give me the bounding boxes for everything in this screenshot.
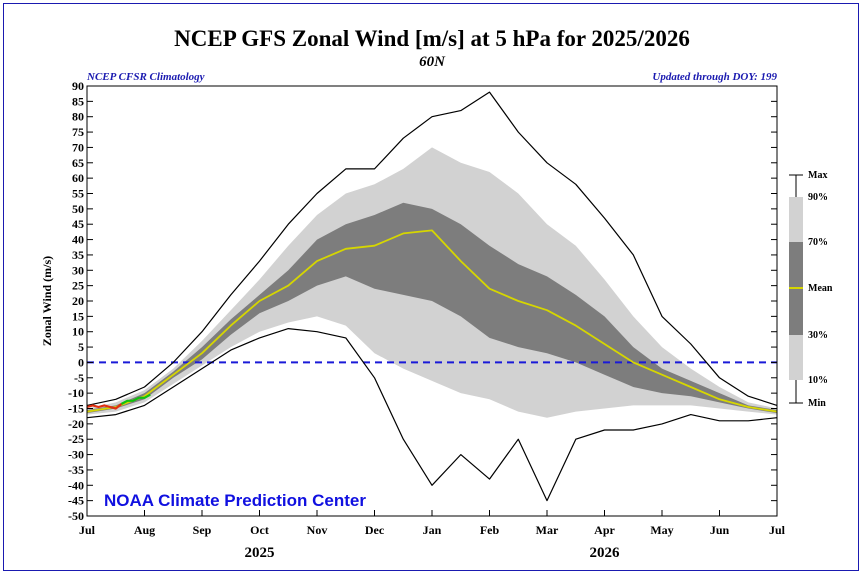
y-tick-label: -50	[68, 509, 84, 523]
y-tick-label: 10	[72, 325, 84, 339]
x-axis: Jul Aug Sep Oct Nov Dec Jan Feb Mar Apr May Jun Jul 2…	[79, 510, 786, 561]
y-axis-label: Zonal Wind (m/s)	[40, 256, 54, 346]
y-tick-label: 0	[78, 355, 84, 369]
forecast-line	[120, 393, 151, 405]
y-tick-label: 90	[72, 79, 84, 93]
x-tick-label: Feb	[480, 523, 500, 537]
x-tick-label: Nov	[307, 523, 328, 537]
y-tick-label: -10	[68, 386, 84, 400]
y-tick-label: 15	[72, 309, 84, 323]
max-line	[86, 91, 778, 406]
x-tick-label: Jan	[423, 523, 442, 537]
credit-label: NOAA Climate Prediction Center	[104, 491, 366, 510]
chart-subtitle: 60N	[419, 54, 446, 70]
series-lines	[86, 91, 778, 502]
x-tick-label: Jun	[710, 523, 730, 537]
legend-label: 10%	[808, 375, 828, 386]
x-tick-label: Aug	[134, 523, 155, 537]
x-tick-label: Jul	[769, 523, 786, 537]
x-tick-label: Oct	[250, 523, 269, 537]
y-tick-label: 80	[72, 110, 84, 124]
y-tick-label: -5	[74, 371, 84, 385]
y-tick-label: 35	[72, 248, 84, 262]
y-tick-label: 60	[72, 171, 84, 185]
legend-label: Max	[808, 170, 827, 181]
y-tick-label: 50	[72, 202, 84, 216]
percentile-bands	[87, 147, 777, 418]
update-note: Updated through DOY: 199	[652, 71, 777, 83]
current-year-line	[86, 403, 123, 410]
y-tick-label: 30	[72, 263, 84, 277]
y-tick-label: 40	[72, 233, 84, 247]
x-tick-label: Mar	[536, 523, 559, 537]
legend-label: Min	[808, 398, 826, 409]
legend-label: Mean	[808, 283, 833, 294]
y-tick-label: -40	[68, 478, 84, 492]
x-tick-label: Apr	[594, 523, 615, 537]
x-tick-label: Jul	[79, 523, 96, 537]
y-tick-label: -15	[68, 402, 84, 416]
x-tick-label: May	[650, 523, 673, 537]
y-axis: 908580757065605550454035302520151050-5-1…	[68, 79, 777, 523]
year-label: 2025	[245, 545, 275, 561]
legend-label: 70%	[808, 237, 828, 248]
x-tick-label: Sep	[193, 523, 212, 537]
y-tick-label: -20	[68, 417, 84, 431]
y-tick-label: -45	[68, 494, 84, 508]
chart-title: NCEP GFS Zonal Wind [m/s] at 5 hPa for 2…	[174, 26, 690, 51]
y-tick-label: -35	[68, 463, 84, 477]
legend-label: 30%	[808, 330, 828, 341]
y-tick-label: 65	[72, 156, 84, 170]
min-line	[86, 328, 778, 502]
y-tick-label: -30	[68, 448, 84, 462]
y-tick-label: 20	[72, 294, 84, 308]
y-tick-label: 25	[72, 279, 84, 293]
x-tick-label: Dec	[365, 523, 385, 537]
legend-label: 90%	[808, 192, 828, 203]
y-tick-label: 70	[72, 140, 84, 154]
mean-line	[86, 229, 778, 413]
y-tick-label: 55	[72, 187, 84, 201]
y-tick-label: 85	[72, 94, 84, 108]
year-label: 2026	[590, 545, 621, 561]
y-tick-label: -25	[68, 432, 84, 446]
climatology-note: NCEP CFSR Climatology	[86, 71, 205, 83]
y-tick-label: 5	[78, 340, 84, 354]
y-tick-label: 75	[72, 125, 84, 139]
chart-frame	[3, 3, 859, 571]
y-tick-label: 45	[72, 217, 84, 231]
legend: Max 90% 70% Mean 30% 10% Min	[789, 170, 833, 409]
band-30-70	[87, 202, 777, 414]
